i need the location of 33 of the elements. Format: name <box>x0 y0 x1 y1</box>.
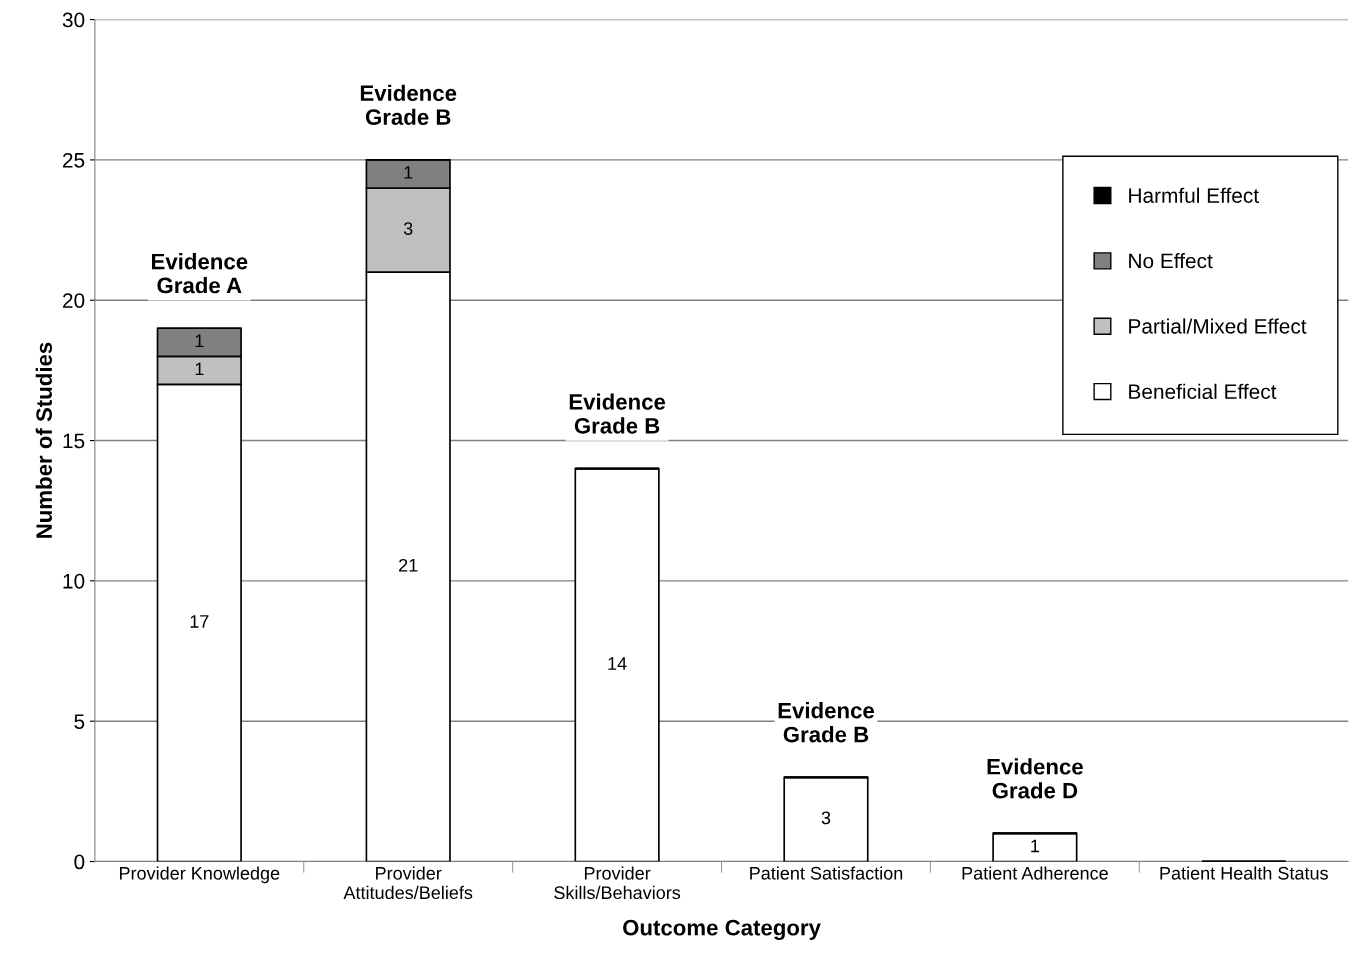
data-label: 3 <box>403 222 413 235</box>
y-tick-label: 5 <box>74 714 85 729</box>
x-tick-label: Provider Skills/Behaviors <box>554 866 681 900</box>
x-axis-title: Outcome Category <box>623 919 821 941</box>
x-tick-label: Patient Satisfaction <box>750 866 903 880</box>
y-tick-label: 10 <box>63 573 85 589</box>
y-tick-label: 25 <box>63 152 85 168</box>
x-tick-label: Patient Adherence <box>962 866 1108 880</box>
x-tick-label: Patient Health Status <box>1160 866 1328 880</box>
annotation: Evidence Grade A <box>152 253 248 294</box>
data-label: 3 <box>821 811 831 825</box>
y-tick-label: 0 <box>74 854 85 870</box>
y-axis-title: Number of Studies <box>35 342 53 538</box>
data-label: 1 <box>1031 839 1040 853</box>
data-label: 14 <box>608 657 627 670</box>
legend-label: No Effect <box>1129 253 1213 269</box>
data-label: 1 <box>404 166 413 179</box>
annotation: Evidence Grade B <box>360 84 457 125</box>
annotation: Evidence Grade B <box>778 702 875 743</box>
y-tick-label: 20 <box>63 293 85 308</box>
y-tick-label: 15 <box>63 433 85 449</box>
annotation: Evidence Grade D <box>987 758 1083 799</box>
legend-label: Beneficial Effect <box>1129 383 1277 400</box>
x-tick-label: Provider Attitudes/Beliefs <box>343 866 473 900</box>
data-label: 1 <box>195 362 204 376</box>
data-label: 1 <box>195 334 204 347</box>
y-tick-label: 30 <box>62 12 85 28</box>
data-label: 17 <box>190 615 209 628</box>
x-tick-label: Provider Knowledge <box>119 866 280 884</box>
data-label: 21 <box>399 558 418 572</box>
legend-label: Partial/Mixed Effect <box>1129 318 1307 334</box>
legend-label: Harmful Effect <box>1129 187 1259 203</box>
annotation: Evidence Grade B <box>569 393 666 434</box>
